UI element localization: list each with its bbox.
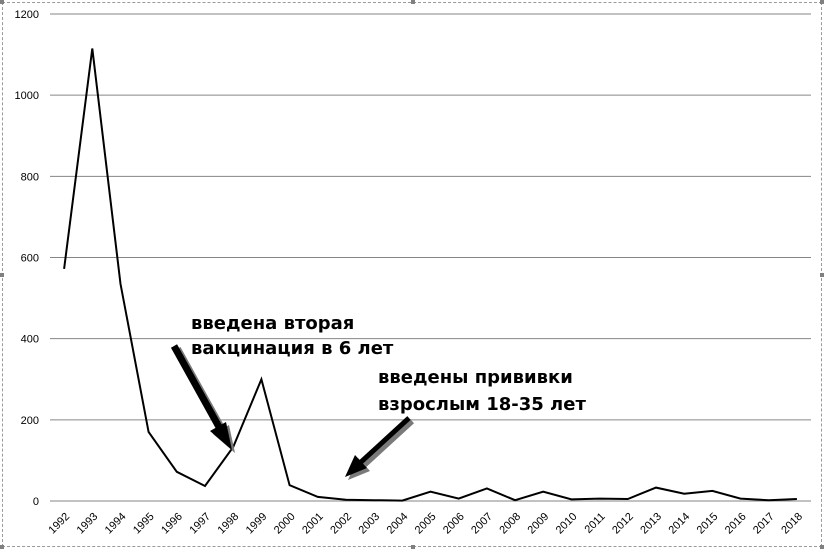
- x-tick-label: 1998: [216, 511, 242, 537]
- x-tick-label: 2018: [779, 511, 805, 537]
- x-tick-label: 2009: [526, 511, 552, 537]
- x-tick-label: 2000: [272, 511, 298, 537]
- y-tick-label: 0: [33, 496, 39, 508]
- annotation-adult-vaccination: введены прививки взрослым 18-35 лет: [345, 367, 586, 480]
- annotation-2-line-2: взрослым 18-35 лет: [378, 394, 586, 415]
- annotation-second-vaccination: введена вторая вакцинация в 6 лет: [170, 313, 394, 453]
- series-line: [63, 48, 797, 502]
- gridlines: [50, 13, 811, 421]
- resize-handle-bottom-right[interactable]: [820, 545, 824, 549]
- x-tick-label: 2006: [441, 511, 467, 537]
- x-tick-label: 2016: [723, 511, 749, 537]
- y-tick-label: 400: [21, 334, 39, 346]
- x-tick-label: 1997: [187, 511, 213, 537]
- x-tick-label: 2017: [751, 511, 777, 537]
- y-tick-label: 600: [21, 253, 39, 265]
- x-tick-label: 1992: [46, 511, 72, 537]
- x-tick-label: 2004: [385, 511, 411, 537]
- x-tick-label: 2002: [328, 511, 354, 537]
- resize-handle-left[interactable]: [0, 273, 4, 277]
- y-tick-label: 200: [21, 415, 39, 427]
- x-tick-label: 2003: [356, 511, 382, 537]
- y-tick-label: 1200: [15, 9, 39, 21]
- x-tick-label: 2010: [554, 511, 580, 537]
- x-tick-label: 2012: [610, 511, 636, 537]
- x-tick-label: 2001: [300, 511, 326, 537]
- annotation-2-line-1: введены прививки: [378, 367, 573, 388]
- y-tick-label: 1000: [15, 90, 39, 102]
- resize-handle-bottom[interactable]: [411, 545, 415, 549]
- svg-text:введены прививки взрослы: введены прививки взрослым 18-35 лет: [378, 367, 586, 415]
- resize-handle-top-left[interactable]: [0, 0, 4, 4]
- resize-handle-top[interactable]: [411, 0, 415, 4]
- svg-text:введена вторая вакцинаци: введена вторая вакцинация в 6 лет: [191, 313, 394, 359]
- x-tick-label: 1999: [244, 511, 270, 537]
- annotation-1-line-1: введена вторая: [191, 313, 354, 334]
- resize-handle-bottom-left[interactable]: [0, 545, 4, 549]
- x-tick-label: 1993: [75, 511, 101, 537]
- x-tick-label: 2011: [583, 511, 608, 536]
- annotation-2-arrow: [345, 416, 415, 480]
- annotation-1-arrow: [170, 344, 235, 453]
- x-tick-label: 2008: [497, 511, 523, 537]
- x-tick-label: 1996: [159, 511, 185, 537]
- x-tick-label: 2015: [695, 511, 721, 537]
- x-axis-ticks: 1992 1993 1994 1995 1996 1997 1998 1999 2000 2001…: [46, 511, 805, 537]
- x-tick-label: 2014: [666, 511, 692, 537]
- y-tick-label: 800: [21, 171, 39, 183]
- resize-handle-right[interactable]: [820, 273, 824, 277]
- annotation-1-line-2: вакцинация в 6 лет: [191, 338, 394, 359]
- y-axis-ticks: 0 200 400 600 800 1000 1200: [15, 9, 39, 508]
- x-tick-label: 1995: [131, 511, 157, 537]
- x-tick-label: 2013: [638, 511, 664, 537]
- x-tick-label: 1994: [103, 511, 129, 537]
- x-tick-label: 2005: [413, 511, 439, 537]
- x-tick-label: 2007: [469, 511, 495, 537]
- resize-handle-top-right[interactable]: [820, 0, 824, 4]
